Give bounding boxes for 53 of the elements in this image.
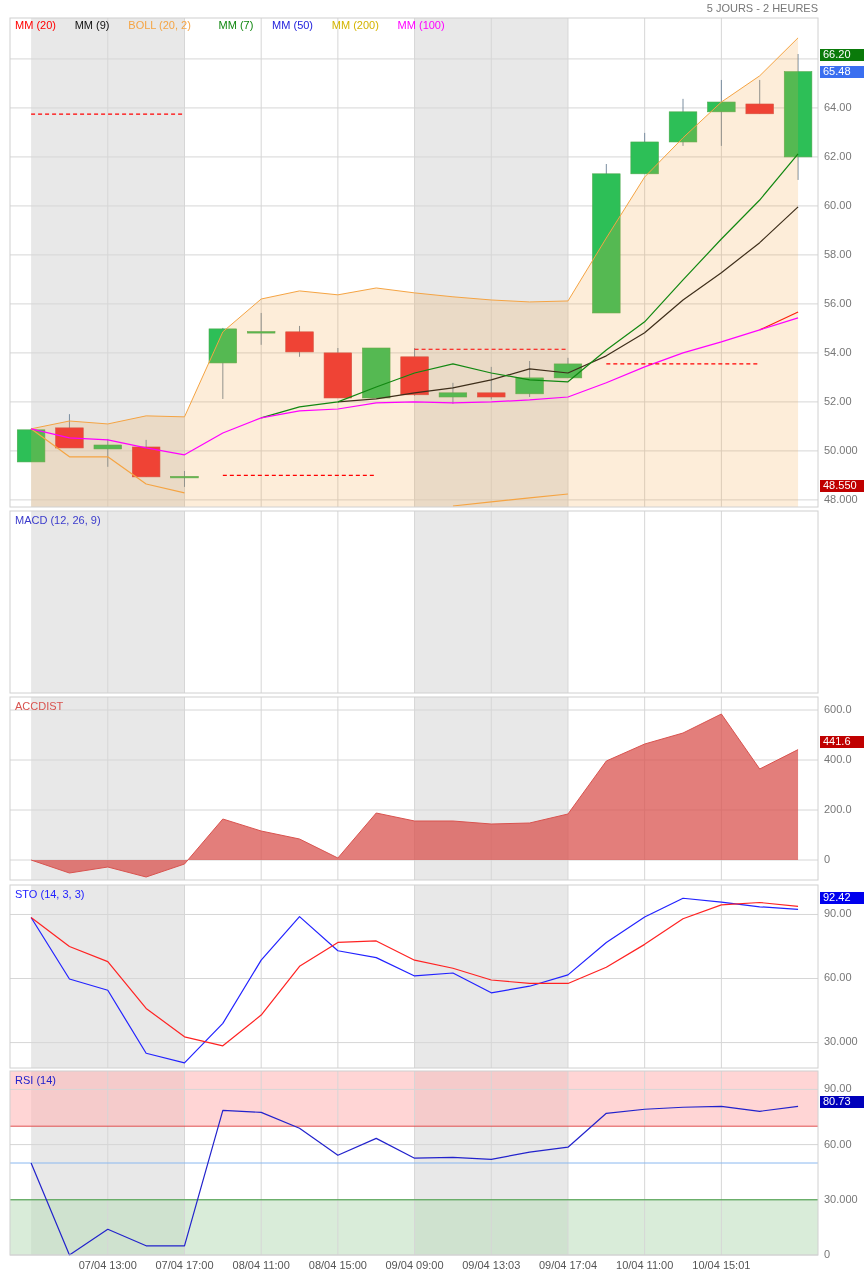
text: BOLL (20, 2) <box>128 19 191 31</box>
x-tick-label: 07/04 17:00 <box>155 1259 214 1271</box>
text: 92.42 <box>823 890 851 903</box>
line-series <box>337 206 799 403</box>
x-tick-label: 07/04 13:00 <box>78 1259 137 1271</box>
text: 66.20 <box>823 47 851 60</box>
y-tick-label: 56.00 <box>824 296 852 309</box>
text: 5 JOURS - 2 HEURES <box>706 2 818 14</box>
y-tick-label: 50.000 <box>824 443 858 456</box>
y-tick-label: 58.00 <box>824 247 852 260</box>
x-tick-label: 10/04 11:00 <box>616 1259 674 1271</box>
x-tick-label: 08/04 15:00 <box>308 1259 367 1271</box>
y-tick-label: 62.00 <box>824 149 852 162</box>
y-tick-label: 48.000 <box>824 492 858 505</box>
y-tick-label: 600.0 <box>824 702 852 715</box>
y-tick-label: 52.00 <box>824 394 852 407</box>
y-tick-label: 0 <box>824 1247 831 1260</box>
y-tick-label: 60.00 <box>824 198 852 211</box>
y-tick-label: 200.0 <box>824 802 852 815</box>
y-tick-label: 60.00 <box>824 971 852 984</box>
y-tick-label: 90.00 <box>824 907 852 920</box>
candlestick <box>477 366 506 400</box>
chart-title: STO (14, 3, 3) <box>15 888 85 900</box>
x-tick-label: 09/04 13:03 <box>462 1259 521 1271</box>
chart-title: RSI (14) <box>15 1074 56 1086</box>
text: 65.48 <box>823 64 851 77</box>
legend-label: MM (50) <box>272 19 314 31</box>
y-tick-label: 60.00 <box>824 1137 852 1150</box>
y-tick-label: 54.00 <box>824 345 852 358</box>
line-series <box>260 153 799 419</box>
text: 441.6 <box>823 734 851 747</box>
x-tick-label: 09/04 17:04 <box>538 1259 598 1271</box>
chart-title: ACCDIST <box>15 700 64 712</box>
y-tick-label: 400.0 <box>824 752 852 765</box>
candlestick <box>247 312 276 346</box>
legend-label: MM (200) <box>331 19 379 31</box>
y-tick-label: 90.00 <box>824 1082 852 1095</box>
text: MM (20) <box>15 19 56 31</box>
x-tick-label: 10/04 15:01 <box>692 1259 751 1271</box>
text: MM (7) <box>218 19 254 31</box>
x-tick-label: 09/04 09:00 <box>385 1259 444 1271</box>
line-series <box>30 317 799 456</box>
line-series <box>30 1105 799 1256</box>
y-tick-label: 64.00 <box>824 100 852 113</box>
text: MM (100) <box>397 19 445 31</box>
text: 48.550 <box>823 478 857 491</box>
text: MM (9) <box>74 19 110 31</box>
y-tick-label: 0 <box>824 852 831 865</box>
text: 80.73 <box>823 1094 851 1107</box>
x-tick-label: 08/04 11:00 <box>232 1259 290 1271</box>
text: MACD (12, 26, 9) <box>15 514 101 526</box>
y-tick-label: 30.000 <box>824 1192 858 1205</box>
y-tick-label: 30.000 <box>824 1035 858 1048</box>
